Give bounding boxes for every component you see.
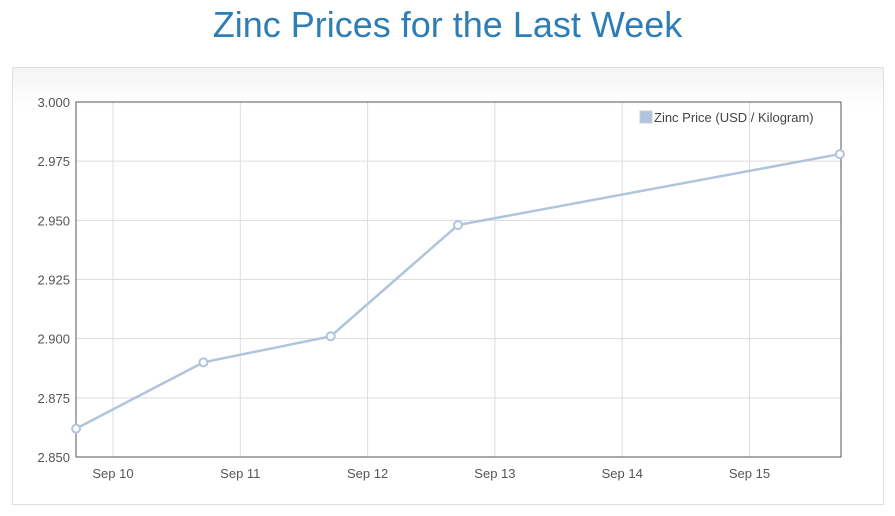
y-tick-label: 2.850 xyxy=(37,450,70,465)
y-tick-label: 2.950 xyxy=(37,213,70,228)
series-line xyxy=(75,152,841,430)
data-point[interactable] xyxy=(452,220,463,231)
x-tick-label: Sep 14 xyxy=(602,466,643,481)
plot-border xyxy=(75,101,842,458)
y-tick-label: 2.925 xyxy=(37,273,70,288)
y-tick-label: 2.975 xyxy=(37,154,70,169)
data-point[interactable] xyxy=(198,357,209,368)
x-tick-label: Sep 13 xyxy=(474,466,515,481)
data-point[interactable] xyxy=(325,331,336,342)
data-point[interactable] xyxy=(834,149,845,160)
x-tick-label: Sep 10 xyxy=(92,466,133,481)
legend: Zinc Price (USD / Kilogram) xyxy=(639,110,814,125)
y-tick-label: 2.900 xyxy=(37,332,70,347)
y-tick-label: 2.875 xyxy=(37,391,70,406)
x-tick-label: Sep 15 xyxy=(729,466,770,481)
chart-panel xyxy=(12,67,884,505)
x-tick-label: Sep 12 xyxy=(347,466,388,481)
legend-swatch xyxy=(639,110,653,124)
chart-title: Zinc Prices for the Last Week xyxy=(212,4,683,45)
x-tick-label: Sep 11 xyxy=(220,466,260,481)
legend-label: Zinc Price (USD / Kilogram) xyxy=(654,110,814,125)
data-point[interactable] xyxy=(71,423,82,434)
y-tick-label: 3.000 xyxy=(37,95,70,110)
